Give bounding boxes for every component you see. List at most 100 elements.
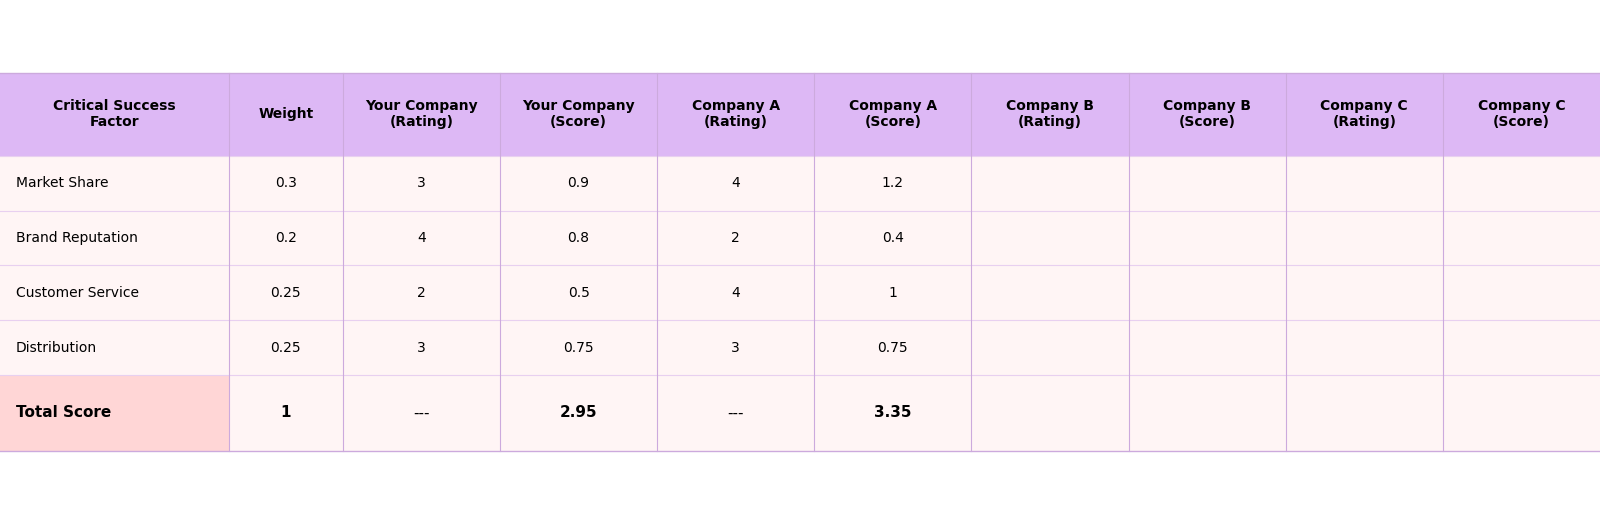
Bar (229, 265, 342, 320)
Bar (1286, 210, 1443, 265)
Bar (1443, 156, 1600, 210)
Bar (658, 210, 814, 265)
Text: 0.2: 0.2 (275, 231, 296, 245)
Bar (342, 265, 499, 320)
Text: 2: 2 (418, 286, 426, 300)
Bar (1286, 320, 1443, 375)
Text: Company C
(Score): Company C (Score) (1478, 99, 1565, 129)
Text: Market Share: Market Share (16, 176, 109, 190)
Bar (814, 73, 971, 156)
Text: 0.25: 0.25 (270, 341, 301, 355)
Text: 1.2: 1.2 (882, 176, 904, 190)
Bar (342, 375, 499, 451)
Text: Your Company
(Score): Your Company (Score) (522, 99, 635, 129)
Text: Company A
(Score): Company A (Score) (848, 99, 938, 129)
Bar (229, 156, 342, 210)
Text: Brand Reputation: Brand Reputation (16, 231, 138, 245)
Bar (342, 73, 499, 156)
Bar (971, 265, 1128, 320)
Bar (1443, 320, 1600, 375)
Text: 0.8: 0.8 (568, 231, 589, 245)
Text: Your Company
(Rating): Your Company (Rating) (365, 99, 478, 129)
Bar (229, 375, 342, 451)
Bar (658, 73, 814, 156)
Text: Company B
(Rating): Company B (Rating) (1006, 99, 1094, 129)
Bar (342, 320, 499, 375)
Bar (971, 210, 1128, 265)
Text: Competitive Profile Matrix: Competitive Profile Matrix (614, 24, 986, 48)
Bar (342, 210, 499, 265)
Bar (971, 320, 1128, 375)
Text: Company A
(Rating): Company A (Rating) (691, 99, 779, 129)
Text: 0.25: 0.25 (270, 286, 301, 300)
Text: Customer Service: Customer Service (16, 286, 139, 300)
Text: Company C
(Rating): Company C (Rating) (1320, 99, 1408, 129)
Bar (1128, 73, 1286, 156)
Bar (342, 156, 499, 210)
Text: 0.4: 0.4 (882, 231, 904, 245)
Bar (1128, 320, 1286, 375)
Bar (814, 320, 971, 375)
Text: 0.5: 0.5 (568, 286, 589, 300)
Bar (0, 156, 229, 210)
Bar (499, 375, 658, 451)
Text: Critical Success
Factor: Critical Success Factor (53, 99, 176, 129)
Text: ---: --- (728, 406, 744, 420)
Bar (499, 265, 658, 320)
Text: 4: 4 (731, 286, 741, 300)
Text: 4: 4 (418, 231, 426, 245)
Text: ---: --- (413, 406, 430, 420)
Bar (814, 210, 971, 265)
Bar (1128, 375, 1286, 451)
Bar (229, 73, 342, 156)
Bar (1286, 73, 1443, 156)
Bar (499, 320, 658, 375)
Text: 0.75: 0.75 (563, 341, 594, 355)
Bar (658, 375, 814, 451)
Bar (971, 73, 1128, 156)
Text: 0.9: 0.9 (568, 176, 589, 190)
Bar (0, 265, 229, 320)
Bar (0, 210, 229, 265)
Bar (1286, 265, 1443, 320)
Text: 2: 2 (731, 231, 741, 245)
Bar (0, 320, 229, 375)
Bar (1128, 265, 1286, 320)
Bar (499, 73, 658, 156)
Text: 2.95: 2.95 (560, 406, 597, 420)
Text: Company B
(Score): Company B (Score) (1163, 99, 1251, 129)
Text: 0.3: 0.3 (275, 176, 296, 190)
Text: 0.75: 0.75 (877, 341, 909, 355)
Bar (658, 156, 814, 210)
Text: Total Score: Total Score (16, 406, 112, 420)
Bar (0, 73, 229, 156)
Bar (1128, 210, 1286, 265)
Bar (1443, 73, 1600, 156)
Bar (1443, 375, 1600, 451)
Bar (0, 375, 229, 451)
Bar (1443, 265, 1600, 320)
Text: 1: 1 (280, 406, 291, 420)
Text: Distribution: Distribution (16, 341, 98, 355)
Bar (1128, 156, 1286, 210)
Bar (229, 320, 342, 375)
Bar (499, 156, 658, 210)
Bar (658, 320, 814, 375)
Text: 3: 3 (418, 341, 426, 355)
Bar (658, 265, 814, 320)
Text: 1: 1 (888, 286, 898, 300)
Text: 3: 3 (731, 341, 741, 355)
Bar (1286, 156, 1443, 210)
Text: Weight: Weight (258, 107, 314, 121)
Bar (1443, 210, 1600, 265)
Bar (814, 265, 971, 320)
Text: 4: 4 (731, 176, 741, 190)
Text: 3: 3 (418, 176, 426, 190)
Bar (971, 156, 1128, 210)
Bar (814, 156, 971, 210)
Text: 3.35: 3.35 (874, 406, 912, 420)
Bar (971, 375, 1128, 451)
Bar (1286, 375, 1443, 451)
Bar (229, 210, 342, 265)
Bar (814, 375, 971, 451)
